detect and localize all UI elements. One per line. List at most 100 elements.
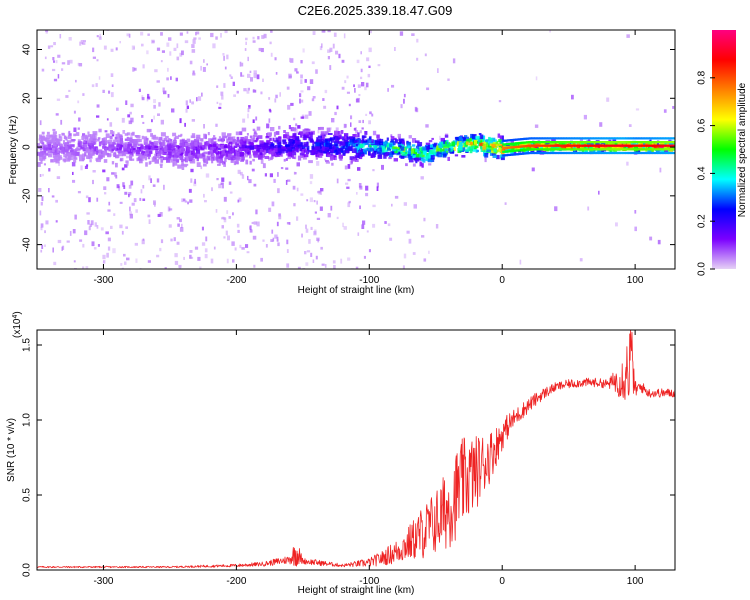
spectrogram-noise-cell (111, 172, 115, 175)
spectrogram-noise-cell (72, 229, 76, 234)
spectrogram-band-cell (285, 150, 288, 153)
spectrogram-noise-cell (128, 120, 133, 125)
spectrogram-noise-cell (498, 100, 502, 103)
spectrogram-band-cell (377, 148, 380, 152)
spectrogram-band-cell (461, 155, 466, 158)
spectrogram-band-cell (43, 144, 48, 148)
spectrogram-ridge-cell (644, 151, 647, 155)
spectrogram-ridge-cell (516, 153, 520, 156)
spectrogram-band-cell (217, 138, 223, 142)
spectrogram-noise-cell (141, 115, 144, 118)
spectrogram-band-cell (414, 157, 420, 162)
spectrogram-noise-cell (317, 190, 321, 194)
spectrogram-noise-cell (85, 266, 89, 269)
spectrogram-noise-cell (224, 66, 227, 70)
spectrogram-noise-cell (91, 84, 95, 88)
spectrogram-noise-cell (270, 30, 273, 33)
spectrogram-noise-cell (279, 92, 281, 97)
spectrogram-band-cell (212, 147, 218, 151)
spectrogram-ridge-cell (566, 141, 569, 144)
spectrogram-noise-cell (264, 173, 267, 177)
spectrogram-band-cell (53, 156, 58, 160)
spectrogram-ridge-cell (605, 141, 609, 144)
spectrogram-ridge-cell (610, 148, 614, 151)
spectrogram-noise-cell (72, 171, 74, 175)
spectrogram-ridge-cell (641, 137, 644, 140)
spectrogram-band-cell (196, 157, 199, 162)
spectrogram-band-cell (430, 158, 435, 162)
spectrogram-ridge-cell (621, 151, 625, 155)
spectrogram-band-cell (221, 162, 225, 165)
spectrogram-noise-cell (193, 181, 197, 187)
spectrogram-band-cell (388, 157, 392, 160)
spectrogram-noise-cell (260, 159, 264, 164)
spectrogram-noise-cell (249, 70, 252, 73)
spectrogram-band-cell (501, 135, 504, 141)
spectrogram-noise-cell (216, 178, 219, 181)
spectrogram-noise-cell (193, 37, 197, 40)
spectrogram-band-cell (159, 155, 164, 158)
spectrogram-band-cell (93, 146, 98, 152)
spectrogram-noise-cell (168, 224, 172, 228)
spectrogram-band-cell (145, 149, 149, 153)
spectrogram-ridge-cell (577, 141, 580, 144)
spectrogram-noise-cell (73, 260, 76, 263)
spectrogram-noise-cell (318, 190, 321, 195)
spectrogram-band-cell (118, 145, 122, 150)
spectrogram-band-cell (379, 149, 384, 155)
spectrogram-ridge-cell (610, 141, 614, 144)
spectrogram-ridge-cell (634, 148, 638, 151)
spectrogram-noise-cell (635, 108, 640, 111)
spectrogram-band-cell (338, 154, 343, 159)
spectrogram-band-cell (182, 144, 185, 149)
spectrogram-band-cell (49, 147, 54, 150)
spectrogram-band-cell (172, 158, 178, 162)
spectrogram-band-cell (47, 144, 52, 148)
spectrogram-noise-cell (102, 260, 105, 264)
spectrogram-noise-cell (220, 182, 224, 185)
spectrogram-ridge-cell (586, 144, 590, 147)
spectrogram-ridge-cell (546, 141, 550, 144)
spectrogram-noise-cell (223, 55, 225, 61)
spectrogram-band-cell (397, 133, 401, 138)
spectrogram-band-cell (361, 138, 365, 141)
spectrogram-noise-cell (277, 242, 280, 247)
spectrogram-ridge-cell (660, 141, 663, 144)
spectrogram-noise-cell (141, 239, 145, 245)
spectrogram-y-label: Frequency (Hz) (8, 116, 19, 185)
spectrogram-ridge-cell (553, 141, 556, 144)
spectrogram-noise-cell (119, 224, 123, 229)
spectrogram-noise-cell (355, 130, 359, 134)
spectrogram-ridge-cell (648, 151, 652, 155)
spectrogram-band-cell (42, 142, 45, 145)
spectrogram-ridge-cell (522, 148, 526, 151)
spectrogram-band-cell (473, 139, 477, 145)
spectrogram-band-cell (236, 152, 239, 157)
spectrogram-band-cell (164, 144, 169, 148)
spectrogram-ridge-cell (658, 137, 662, 140)
spectrogram-ridge-cell (652, 148, 655, 151)
spectrogram-noise-cell (321, 263, 325, 266)
spectrogram-ridge-cell (615, 148, 619, 151)
spectrogram-noise-cell (399, 31, 404, 36)
spectrogram-band-cell (115, 133, 121, 139)
spectrogram-band-cell (376, 134, 380, 139)
spectrogram-band-cell (337, 148, 343, 151)
spectrogram-band-cell (329, 137, 334, 141)
spectrogram-noise-cell (140, 31, 144, 36)
spectrogram-noise-cell (672, 106, 675, 109)
spectrogram-ridge-cell (602, 137, 606, 140)
spectrogram-band-cell (127, 144, 130, 149)
spectrogram-band-cell (343, 138, 349, 142)
spectrogram-band-cell (430, 155, 435, 160)
spectrogram-noise-cell (324, 158, 327, 161)
spectrogram-noise-cell (271, 229, 274, 234)
spectrogram-band-cell (316, 148, 319, 152)
spectrogram-noise-cell (312, 96, 316, 99)
spectrogram-band-cell (348, 136, 353, 140)
spectrogram-noise-cell (447, 78, 450, 81)
spectrogram-noise-cell (306, 199, 309, 202)
spectrogram-ridge-cell (521, 138, 524, 141)
spectrogram-x-tick-label: 100 (627, 275, 644, 286)
spectrogram-band-cell (196, 148, 201, 154)
